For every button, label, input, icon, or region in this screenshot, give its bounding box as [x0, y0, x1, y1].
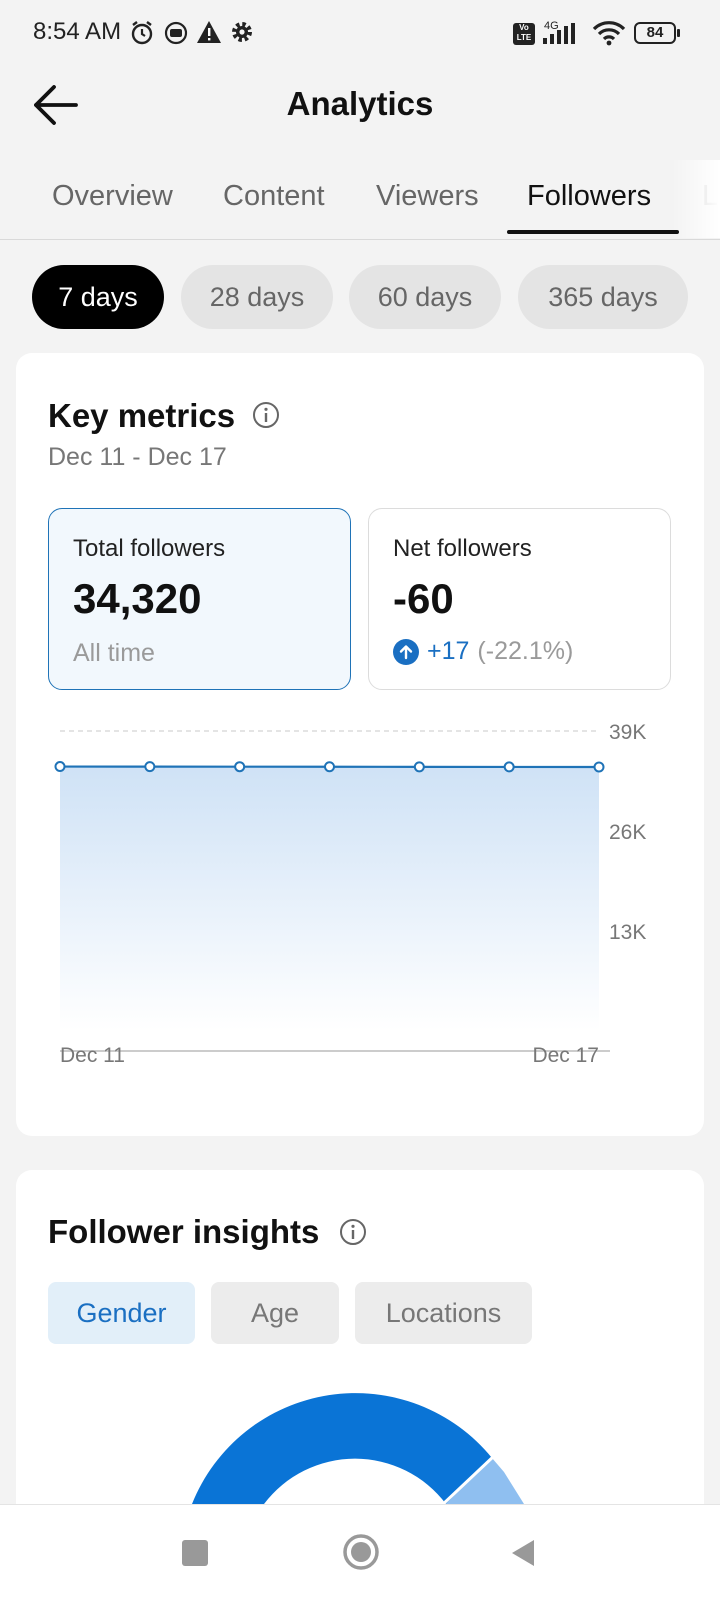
status-time: 8:54 AM [33, 18, 121, 46]
key-metrics-title: Key metrics [48, 397, 235, 435]
data-point[interactable] [505, 762, 514, 771]
back-triangle-icon[interactable] [508, 1537, 538, 1569]
warning-icon [196, 20, 222, 44]
tab-active-indicator [507, 230, 679, 234]
chip-locations[interactable]: Locations [355, 1282, 532, 1344]
x-tick-label: Dec 11 [60, 1044, 125, 1067]
range-60-days[interactable]: 60 days [349, 265, 501, 329]
tab-content[interactable]: Content [223, 180, 325, 213]
y-tick-label: 39K [609, 721, 646, 744]
donut-segment-primary [192, 1393, 492, 1504]
tab-viewers[interactable]: Viewers [376, 180, 479, 213]
gender-donut-chart [0, 1380, 720, 1504]
alarm-icon [130, 20, 154, 46]
chip-age[interactable]: Age [211, 1282, 339, 1344]
date-range: Dec 11 - Dec 17 [48, 443, 227, 472]
info-icon[interactable] [252, 401, 280, 429]
wifi-icon [592, 20, 626, 46]
screen-record-icon [164, 20, 188, 46]
battery-level: 84 [647, 24, 664, 41]
settings-gear-icon [230, 20, 254, 44]
data-point[interactable] [56, 762, 65, 771]
home-circle-icon[interactable] [342, 1533, 380, 1571]
tab-overview[interactable]: Overview [52, 180, 173, 213]
arrow-up-circle-icon [393, 639, 419, 665]
tab-followers[interactable]: Followers [527, 180, 651, 213]
delta-value: +17 [427, 637, 469, 666]
data-point[interactable] [325, 762, 334, 771]
data-point[interactable] [235, 762, 244, 771]
battery-icon: 84 [634, 22, 676, 44]
area-fill [60, 767, 599, 1031]
range-365-days[interactable]: 365 days [518, 265, 688, 329]
recents-square-icon[interactable] [182, 1540, 208, 1566]
battery-tip [677, 29, 680, 37]
followers-chart: 39K 26K 13K Dec 11 Dec 17 [0, 700, 720, 1100]
total-followers-value: 34,320 [73, 575, 201, 623]
net-followers-value: -60 [393, 575, 454, 623]
net-followers-delta: +17 (-22.1%) [393, 637, 573, 666]
info-icon[interactable] [339, 1218, 367, 1246]
total-followers-sub: All time [73, 639, 155, 668]
total-followers-card[interactable]: Total followers 34,320 All time [48, 508, 351, 690]
tabs-fade [672, 160, 720, 238]
net-followers-label: Net followers [393, 535, 532, 563]
data-point[interactable] [145, 762, 154, 771]
signal-icon [541, 22, 585, 46]
y-tick-label: 13K [609, 921, 646, 944]
volte-icon: Vo LTE [513, 23, 535, 45]
chip-gender[interactable]: Gender [48, 1282, 195, 1344]
range-28-days[interactable]: 28 days [181, 265, 333, 329]
tabs-divider [0, 239, 720, 240]
data-point[interactable] [415, 762, 424, 771]
range-7-days[interactable]: 7 days [32, 265, 164, 329]
follower-insights-title: Follower insights [48, 1213, 319, 1251]
delta-percent: (-22.1%) [477, 637, 573, 666]
data-point[interactable] [595, 763, 604, 772]
x-tick-label: Dec 17 [532, 1044, 599, 1067]
total-followers-label: Total followers [73, 535, 225, 563]
net-followers-card[interactable]: Net followers -60 +17 (-22.1%) [368, 508, 671, 690]
page-title: Analytics [0, 85, 720, 123]
y-tick-label: 26K [609, 821, 646, 844]
